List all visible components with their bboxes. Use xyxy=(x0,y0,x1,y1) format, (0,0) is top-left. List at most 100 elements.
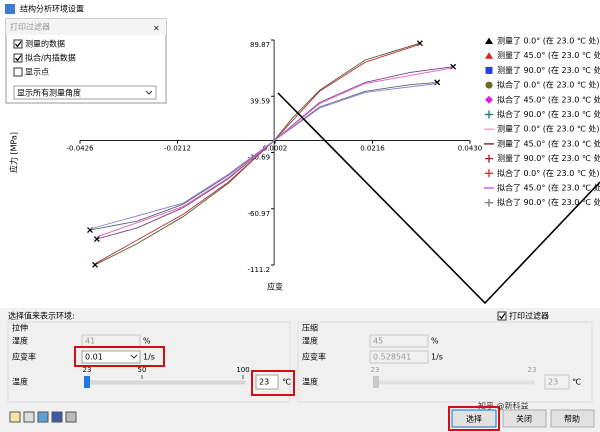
panel-prompt: 选择值来表示环境: xyxy=(8,311,75,321)
temp-label: 温度 xyxy=(12,377,28,387)
legend-label: 拟合了 0.0° (在 23.0 ℃ 处) xyxy=(497,80,599,90)
temp-unit: ℃ xyxy=(282,378,291,387)
temp-value: 23 xyxy=(548,378,558,387)
legend-label: 测量了 0.0° (在 23.0 ℃ 处) xyxy=(497,124,599,134)
slider-tick-label: 100 xyxy=(236,366,249,374)
tool-icon[interactable] xyxy=(65,411,77,423)
x-axis-label: 应变 xyxy=(267,282,283,292)
legend-label: 拟合了 90.0° (在 23.0 ℃ 处) xyxy=(497,109,600,119)
x-tick-label: -0.0426 xyxy=(66,145,94,153)
legend-symbol xyxy=(485,37,493,44)
highlight-box xyxy=(74,346,165,367)
humidity-value: 45 xyxy=(373,337,383,346)
checkbox-label: 显示点 xyxy=(25,68,49,77)
rate-label: 应变率 xyxy=(12,352,36,362)
checkbox-label: 测量的数据 xyxy=(25,39,65,49)
checkbox[interactable] xyxy=(13,53,23,63)
legend-label: 测量了 45.0° (在 23.0 ℃ 处) xyxy=(497,50,600,60)
tool-icon[interactable] xyxy=(37,411,49,423)
tension-title: 拉伸 xyxy=(12,323,28,333)
x-tick-label: 0.0216 xyxy=(360,145,385,153)
humidity-unit: % xyxy=(143,337,151,346)
slider-thumb xyxy=(373,376,379,388)
legend-label: 拟合了 90.0° (在 23.0 ℃ 处) xyxy=(497,197,600,207)
humidity-value: 41 xyxy=(85,337,95,346)
rate-select xyxy=(369,350,429,364)
legend-label: 测量了 0.0° (在 23.0 ℃ 处) xyxy=(497,36,599,46)
window-title: 结构分析环境设置 xyxy=(20,4,84,14)
button-label: 关闭 xyxy=(516,414,532,424)
checkbox[interactable] xyxy=(13,39,23,49)
humidity-input xyxy=(369,334,429,348)
dropdown-arrow xyxy=(130,354,138,359)
x-tick-label: 0.0430 xyxy=(458,145,483,153)
rate-unit: 1/s xyxy=(143,353,155,362)
chart: -0.0426 -0.0212 0.0002 0.0216 0.0430 89.87 39.… xyxy=(9,36,600,292)
slider-tick-label: 23 xyxy=(371,366,380,374)
temp-label: 温度 xyxy=(302,377,318,387)
angle-select[interactable] xyxy=(13,85,157,100)
legend-symbol xyxy=(485,110,493,119)
temp-input[interactable] xyxy=(255,374,279,390)
slider-thumb[interactable] xyxy=(84,376,90,388)
compression-group xyxy=(297,321,593,403)
slider-track xyxy=(373,380,535,385)
rate-label: 应变率 xyxy=(302,352,326,362)
legend-symbol xyxy=(485,169,493,178)
humidity-label: 湿度 xyxy=(12,336,28,346)
app-icon xyxy=(5,4,15,14)
tool-icon[interactable] xyxy=(23,411,35,423)
print-filter-label: 打印过滤器 xyxy=(509,311,549,321)
slider-tick-label: 23 xyxy=(83,366,92,374)
legend-label: 测量了 90.0° (在 23.0 ℃ 处) xyxy=(497,153,600,163)
end-marker xyxy=(93,236,100,242)
print-filter-checkbox[interactable] xyxy=(497,311,507,321)
legend-label: 测量了 45.0° (在 23.0 ℃ 处) xyxy=(497,138,600,148)
y-tick-label: -60.97 xyxy=(248,210,271,218)
temp-input xyxy=(544,374,570,390)
checkbox[interactable] xyxy=(13,67,23,77)
check-mark xyxy=(15,55,22,62)
slider-tick-label: 23 xyxy=(528,366,537,374)
legend-symbol xyxy=(485,66,493,74)
popup-header xyxy=(6,19,166,35)
settings-panel: 选择值来表示环境: 拉伸 湿度 41 % 应变率 0.01 1/s 温度 23 … xyxy=(0,308,600,432)
x-tick-label: -0.0212 xyxy=(164,145,191,153)
rate-value: 0.528541 xyxy=(373,353,411,362)
legend-symbol xyxy=(485,95,493,104)
angle-select-text: 显示所有测量角度 xyxy=(17,88,81,98)
rate-unit: 1/s xyxy=(431,353,443,362)
tool-icon[interactable] xyxy=(51,411,63,423)
legend-symbol xyxy=(485,81,493,89)
y-tick-label: 39.59 xyxy=(250,97,270,105)
compression-title: 压缩 xyxy=(302,323,318,333)
button-label: 选择 xyxy=(466,414,482,424)
popup-title: 打印过滤器 xyxy=(10,22,50,32)
legend-label: 拟合了 0.0° (在 23.0 ℃ 处) xyxy=(497,168,599,178)
highlight-box xyxy=(251,370,295,396)
toolbar xyxy=(9,411,77,423)
close-button[interactable] xyxy=(502,409,547,428)
slider-tick-label: 50 xyxy=(138,366,147,374)
check-mark xyxy=(499,313,506,320)
y-tick-label: 89.87 xyxy=(250,41,270,49)
highlight-box xyxy=(448,406,500,431)
select-button[interactable] xyxy=(451,409,497,428)
help-button[interactable] xyxy=(550,409,595,428)
legend-symbol xyxy=(485,198,493,207)
dropdown-arrow xyxy=(145,90,153,95)
legend-label: 测量了 90.0° (在 23.0 ℃ 处) xyxy=(497,65,600,75)
humidity-label: 湿度 xyxy=(302,336,318,346)
y-tick-label: -111.2 xyxy=(248,266,271,274)
tool-icon[interactable] xyxy=(9,411,21,423)
rate-select[interactable] xyxy=(81,350,141,364)
legend-symbol xyxy=(485,154,493,163)
overlay-line xyxy=(277,92,600,305)
popup-close[interactable]: × xyxy=(153,24,160,33)
checkbox-label: 拟合/内插数据 xyxy=(25,53,76,63)
slider-track xyxy=(84,380,246,385)
button-label: 帮助 xyxy=(564,414,580,424)
temp-value: 23 xyxy=(259,378,269,387)
